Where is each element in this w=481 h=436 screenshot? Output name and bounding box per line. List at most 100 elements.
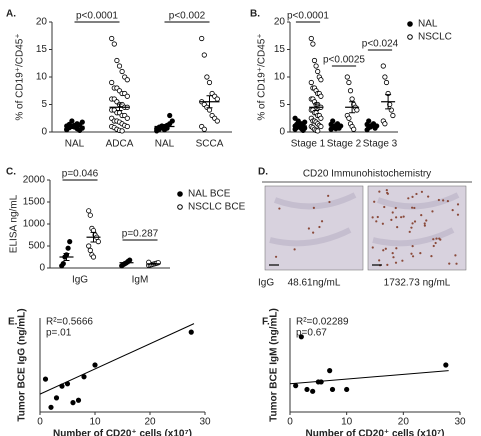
data-point — [167, 112, 173, 119]
x-tick-label: 30 — [454, 417, 466, 428]
stained-cell — [378, 190, 381, 193]
stained-cell — [427, 195, 430, 198]
data-point — [380, 63, 386, 69]
data-point — [304, 386, 310, 393]
data-point — [204, 74, 210, 80]
data-point — [293, 383, 299, 389]
stained-cell — [411, 222, 414, 225]
data-point — [199, 35, 205, 42]
x-tick-label: ADCA — [106, 139, 134, 150]
stained-cell — [318, 225, 321, 229]
stained-cell — [278, 207, 281, 210]
stained-cell — [420, 214, 423, 217]
stained-cell — [386, 191, 389, 194]
x-tick-label: NAL — [65, 139, 85, 150]
error-bar — [385, 94, 392, 110]
data-point — [310, 388, 316, 394]
stained-cell — [383, 205, 386, 209]
data-point — [114, 57, 120, 64]
data-point — [81, 374, 87, 380]
x-tick-label: 30 — [199, 417, 211, 428]
stained-cell — [386, 263, 389, 267]
stat-annotation: p=.01 — [46, 328, 72, 339]
data-point — [308, 35, 314, 42]
data-point — [390, 112, 396, 119]
data-point — [206, 79, 213, 86]
x-tick-label: Stage 1 — [291, 139, 326, 150]
data-point — [111, 41, 117, 47]
stat-annotation: R²=0.02289 — [296, 317, 349, 328]
legend-label: NAL BCE — [188, 189, 231, 200]
data-point — [109, 35, 115, 42]
error-bar — [161, 124, 168, 129]
data-point — [119, 128, 125, 134]
error-bar — [116, 103, 123, 112]
stained-cell — [312, 206, 315, 209]
x-tick-label: Stage 2 — [327, 139, 362, 150]
data-point — [67, 239, 73, 245]
stained-cell — [390, 218, 393, 222]
stained-cell — [438, 237, 441, 240]
tissue-texture — [269, 192, 357, 247]
y-tick-label: 0 — [39, 263, 45, 274]
stained-cell — [425, 219, 428, 222]
stained-cell — [423, 224, 426, 227]
error-bar — [313, 103, 320, 112]
y-tick-label: 10 — [36, 72, 48, 83]
legend-label: NAL — [418, 19, 438, 30]
panel-letter: D. — [258, 167, 268, 178]
x-tick-label: 0 — [287, 417, 293, 428]
stained-cell — [391, 252, 394, 255]
stained-cell — [448, 262, 451, 265]
p-value: p=0.046 — [62, 169, 99, 180]
tissue-texture — [372, 192, 460, 247]
data-point — [329, 386, 336, 393]
legend-marker — [407, 21, 413, 27]
stained-cell — [419, 252, 422, 255]
legend-marker — [407, 34, 413, 40]
data-point — [382, 74, 388, 80]
data-point — [109, 79, 115, 86]
data-point — [302, 119, 308, 125]
data-point — [201, 52, 207, 58]
x-axis-label: Number of CD20⁺ cells (x10⁷) — [306, 429, 445, 436]
error-bar — [296, 124, 303, 128]
stained-cell — [307, 227, 310, 230]
data-point — [53, 395, 60, 401]
data-point — [59, 383, 65, 389]
x-tick-label: 0 — [37, 417, 43, 428]
stained-cell — [402, 215, 405, 218]
y-tick-label: 20 — [274, 17, 286, 28]
data-point — [310, 41, 316, 47]
data-point — [70, 399, 76, 406]
data-point — [214, 118, 220, 124]
data-point — [124, 93, 130, 99]
data-point — [214, 96, 220, 102]
data-point — [201, 126, 207, 132]
stained-cell — [410, 252, 413, 255]
panel-letter: A. — [6, 9, 16, 20]
stained-cell — [431, 210, 434, 213]
data-point — [124, 77, 130, 83]
stained-cell — [401, 259, 404, 262]
panel-letter: E. — [8, 317, 18, 328]
image-caption: 48.61ng/mL — [288, 278, 341, 289]
stained-cell — [274, 255, 278, 258]
x-tick-label: IgM — [132, 275, 149, 286]
error-bar — [368, 124, 375, 128]
error-bar — [90, 231, 97, 243]
stained-cell — [454, 254, 457, 257]
data-point — [87, 212, 93, 218]
stained-cell — [442, 199, 445, 202]
stained-cell — [420, 190, 424, 193]
error-bar — [206, 95, 213, 109]
y-tick-label: 1500 — [23, 197, 46, 208]
stained-cell — [312, 231, 315, 234]
data-point — [298, 334, 304, 340]
x-tick-label: 20 — [398, 417, 410, 428]
p-value: p<0.024 — [362, 39, 399, 50]
data-point — [366, 118, 372, 124]
stat-annotation: p=0.67 — [296, 328, 327, 339]
legend-label: NSCLC BCE — [188, 202, 246, 213]
error-bar — [63, 252, 70, 262]
